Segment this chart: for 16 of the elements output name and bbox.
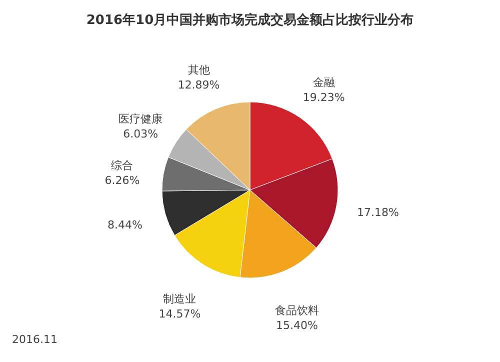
data-label: 19.23% <box>302 91 345 104</box>
data-label: 12.89% <box>178 78 220 92</box>
data-label: 14.57% <box>158 307 201 320</box>
data-label: 8.44% <box>107 218 142 232</box>
text: 2016.11 <box>12 333 58 346</box>
data-label: 6.03% <box>123 128 158 141</box>
slice-label: 综合 <box>111 159 134 172</box>
data-label: 6.26% <box>104 174 140 188</box>
slice-label: 其他 <box>188 64 210 77</box>
slice-label: 食品饮料 <box>275 304 320 318</box>
slice-label: 医疗健康 <box>118 112 163 126</box>
chart-title: 2016年10月中国并购市场完成交易金额占比按行业分布 <box>86 12 414 28</box>
data-label: 15.40% <box>276 319 318 332</box>
data-label: 17.18% <box>356 206 399 219</box>
slice-label: 制造业 <box>163 292 196 306</box>
slice-label: 金融 <box>312 76 335 90</box>
